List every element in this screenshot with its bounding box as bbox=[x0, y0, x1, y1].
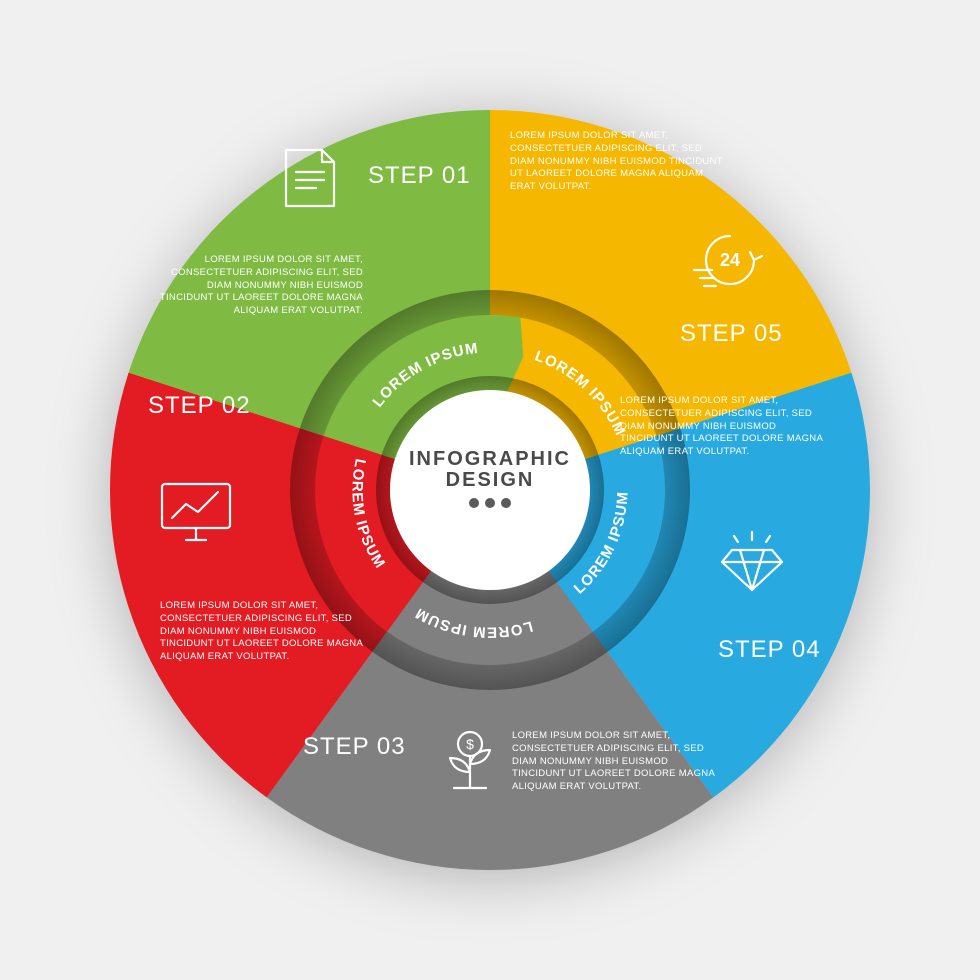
center-circle bbox=[390, 390, 590, 590]
svg-text:24: 24 bbox=[720, 250, 740, 270]
infographic-stage: { "canvas": { "width": 980, "height": 98… bbox=[0, 0, 980, 980]
svg-text:$: $ bbox=[466, 736, 474, 752]
wheel-svg: LOREM IPSUMLOREM IPSUMLOREM IPSUMLOREM I… bbox=[0, 0, 980, 980]
